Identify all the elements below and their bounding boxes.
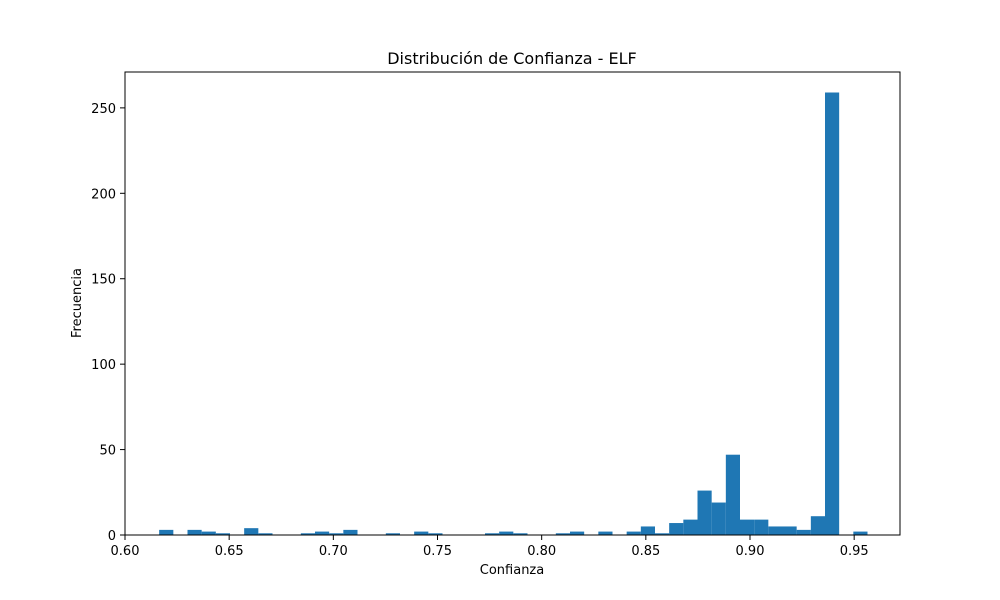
histogram-bar-8 [329, 533, 344, 535]
histogram-bar-33 [825, 92, 840, 536]
x-tick-label: 0.80 [527, 544, 556, 559]
histogram-bar-30 [782, 526, 797, 535]
x-tick-label: 0.90 [736, 544, 765, 559]
chart-title: Distribución de Confianza - ELF [387, 49, 637, 68]
histogram-bar-17 [570, 531, 585, 535]
histogram-bar-15 [513, 533, 528, 535]
histogram-bar-31 [796, 529, 811, 535]
histogram-bar-7 [315, 531, 330, 535]
histogram-bar-28 [754, 519, 769, 535]
plot-frame [124, 71, 901, 536]
y-tick-label: 200 [91, 187, 116, 202]
y-axis-ticks: 0 50 100 150 200 250 [91, 102, 125, 544]
histogram-bar-32 [810, 516, 825, 535]
histogram-bar-3 [215, 533, 230, 535]
histogram-bar-5 [258, 533, 273, 535]
y-tick-label: 250 [91, 102, 116, 117]
x-tick-label: 0.60 [111, 544, 140, 559]
x-tick-label: 0.95 [840, 544, 869, 559]
y-tick-label: 0 [108, 529, 116, 544]
histogram-bar-2 [201, 531, 216, 535]
histogram-bar-14 [499, 531, 514, 535]
histogram-bar-23 [683, 519, 698, 535]
y-tick-label: 50 [99, 444, 116, 459]
y-tick-label: 150 [91, 273, 116, 288]
histogram-bar-12 [428, 533, 443, 535]
histogram-bar-22 [669, 523, 684, 535]
histogram-bar-9 [343, 529, 358, 535]
histogram-bar-27 [740, 519, 755, 535]
x-tick-label: 0.70 [319, 544, 348, 559]
histogram-bar-13 [485, 533, 500, 535]
x-tick-label: 0.65 [215, 544, 244, 559]
histogram-bar-20 [640, 526, 655, 535]
histogram-bar-18 [598, 531, 613, 535]
histogram-bar-0 [159, 529, 174, 535]
x-tick-label: 0.85 [631, 544, 660, 559]
histogram-bar-34 [853, 531, 868, 535]
histogram-bars [159, 92, 868, 536]
histogram-bar-25 [711, 502, 726, 535]
histogram-bar-26 [725, 454, 740, 535]
x-tick-label: 0.75 [423, 544, 452, 559]
y-tick-label: 100 [91, 358, 116, 373]
histogram-bar-10 [385, 533, 400, 535]
x-axis-label: Confianza [480, 563, 544, 578]
histogram-bar-21 [655, 533, 670, 535]
histogram-bar-4 [244, 528, 259, 535]
histogram-bar-19 [626, 531, 641, 535]
histogram-bar-11 [414, 531, 429, 535]
histogram-bar-6 [300, 533, 315, 535]
histogram-bar-1 [187, 529, 202, 535]
histogram-bar-16 [555, 533, 570, 535]
y-axis-label: Frecuencia [70, 268, 85, 338]
x-axis-ticks: 0.60 0.65 0.70 0.75 0.80 0.85 0.90 0.95 [111, 535, 869, 559]
histogram-bar-29 [768, 526, 783, 535]
histogram-bar-24 [697, 490, 712, 535]
